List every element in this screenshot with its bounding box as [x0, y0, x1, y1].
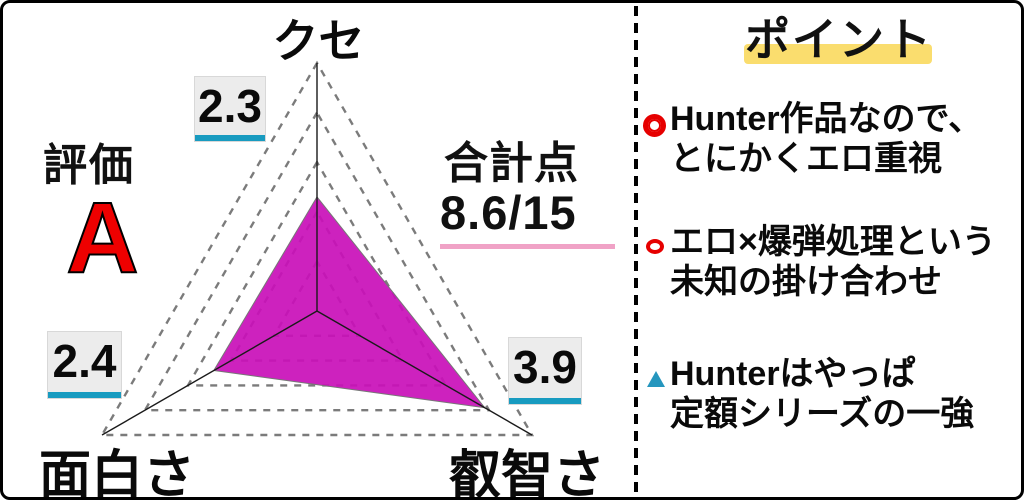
triangle-icon	[647, 371, 665, 387]
total-score-label: 合計点	[444, 139, 579, 188]
radar-chart	[99, 60, 535, 437]
bullet-item: Hunter作品なので、 とにかくエロ重視	[670, 99, 982, 179]
title-highlight-band	[744, 44, 932, 64]
axis-label-omoshirosa: 面白さ	[39, 447, 196, 500]
value-badge-kuse: 2.3	[195, 77, 265, 141]
double-circle-icon	[643, 114, 666, 137]
rating-label: 評価	[43, 141, 135, 190]
value-badge-eichisa: 3.9	[509, 338, 581, 404]
rating-grade: A	[65, 182, 139, 294]
bullet-line: Hunter作品なので、	[670, 100, 983, 138]
value-badge-omoshirosa: 2.4	[48, 332, 121, 398]
bullet-line: とにかくエロ重視	[670, 140, 942, 178]
bullet-item: Hunterはやっぱ 定額シリーズの一強	[670, 354, 974, 434]
points-panel-title: ポイント	[744, 14, 933, 65]
circle-outline-icon	[646, 239, 664, 254]
bullet-line: Hunterはやっぱ	[670, 355, 916, 393]
panel-divider	[634, 6, 638, 497]
bullet-item: エロ×爆弾処理という 未知の掛け合わせ	[670, 222, 996, 302]
axis-label-eichisa: 叡智さ	[449, 447, 606, 500]
axis-label-kuse: クセ	[272, 15, 365, 67]
bullet-line: 未知の掛け合わせ	[670, 263, 942, 301]
bullet-line: 定額シリーズの一強	[670, 395, 975, 433]
bullet-line: エロ×爆弾処理という	[670, 223, 996, 261]
total-score-value: 8.6/15	[440, 185, 615, 249]
